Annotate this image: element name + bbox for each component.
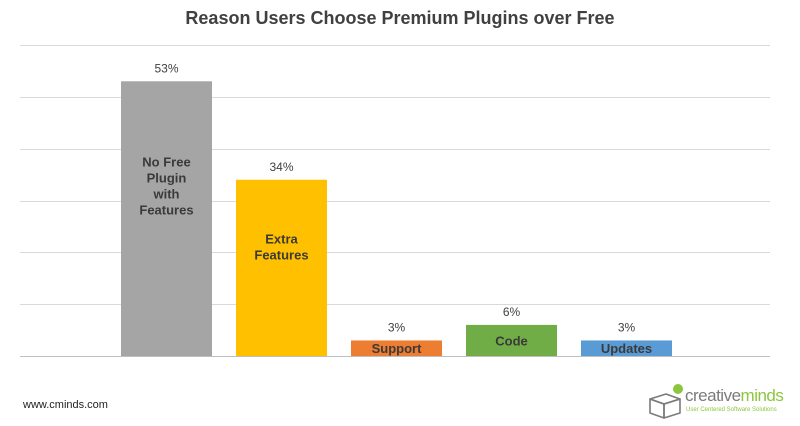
category-label-line: Features [139, 203, 193, 218]
category-label-line: Support [372, 341, 422, 356]
category-label-line: Features [254, 248, 308, 263]
data-label: 34% [269, 160, 293, 174]
data-label: 6% [503, 305, 521, 319]
box-logo-icon [649, 384, 683, 419]
brand-tagline: User Centered Software Solutions [686, 407, 777, 413]
category-label-line: Updates [601, 341, 652, 356]
bar [351, 340, 442, 356]
category-label: Updates [601, 341, 652, 356]
chart-title: Reason Users Choose Premium Plugins over… [185, 8, 615, 28]
data-label: 3% [618, 320, 636, 334]
category-label: Code [495, 333, 528, 348]
category-label-line: Plugin [147, 171, 187, 186]
bars [121, 81, 672, 357]
category-label-line: with [153, 187, 180, 202]
category-label: Extra Features [254, 232, 308, 263]
source-url: www.cminds.com [23, 399, 108, 411]
category-label: Support [372, 341, 422, 356]
bar [466, 324, 557, 356]
category-label: No Free Plugin with Features [139, 155, 193, 218]
brand-name: creativeminds [685, 386, 784, 406]
data-label: 3% [388, 320, 406, 334]
data-label: 53% [154, 61, 178, 75]
bar [121, 81, 212, 357]
category-label-line: No Free [142, 155, 190, 170]
gridlines [20, 45, 770, 357]
creativeminds-logo: creativeminds User Centered Software Sol… [648, 383, 788, 421]
bar [236, 179, 327, 356]
brand-name-part1: creative [685, 386, 741, 405]
brand-name-part2: minds [740, 386, 784, 405]
bar [581, 340, 672, 356]
category-label-line: Extra [265, 232, 298, 247]
category-label-line: Code [495, 333, 528, 348]
